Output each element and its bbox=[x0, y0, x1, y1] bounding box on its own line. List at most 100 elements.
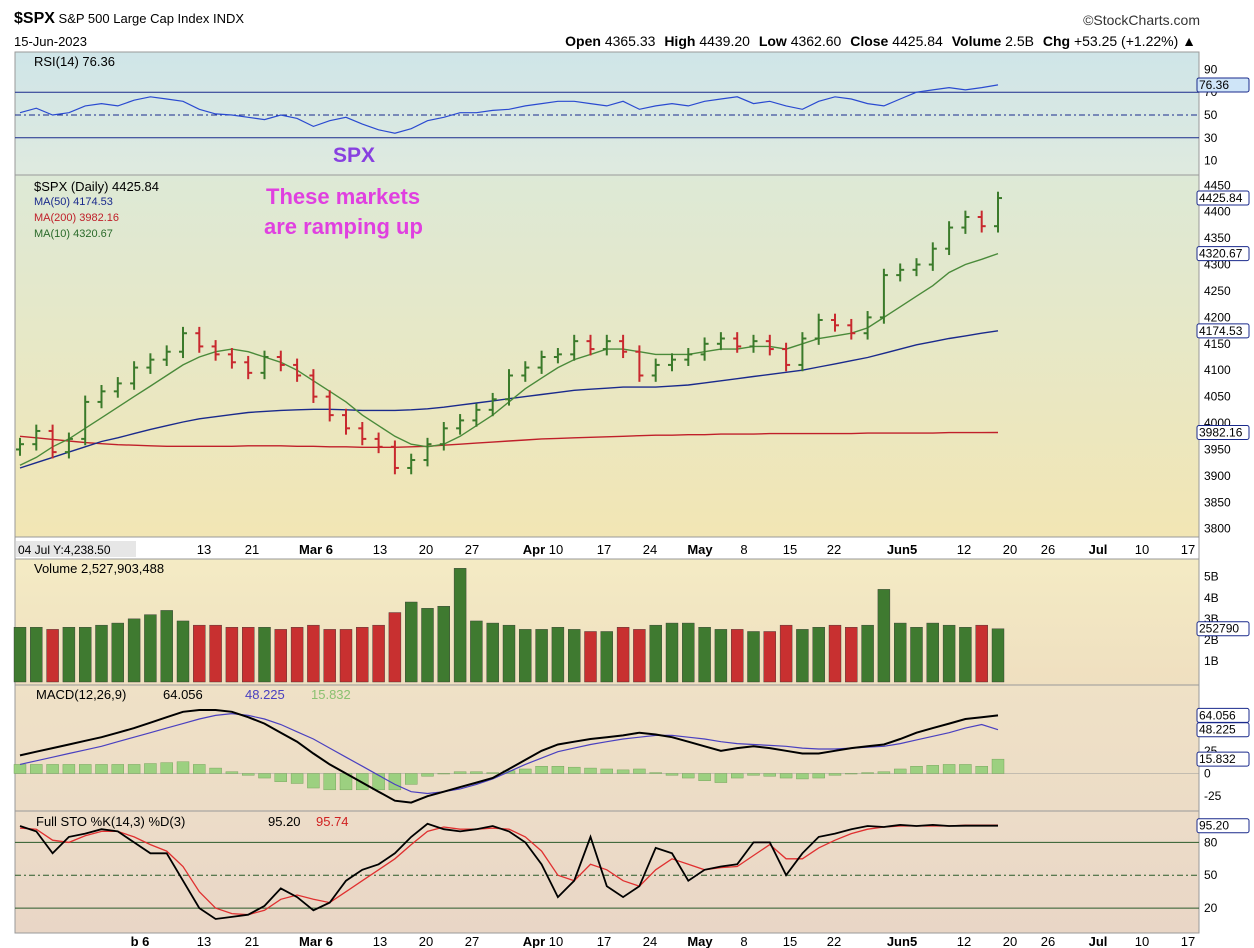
macd-hist-bar bbox=[633, 768, 646, 774]
xtick-label: 20 bbox=[1003, 542, 1017, 557]
xtick-label: 17 bbox=[1181, 934, 1195, 948]
macd-hist-bar bbox=[665, 773, 679, 776]
volume-value: 2.5B bbox=[1005, 33, 1034, 49]
macd-signal-line bbox=[19, 712, 999, 795]
macd-hist-bar bbox=[682, 773, 695, 779]
ytick-label: 4450 bbox=[1204, 178, 1231, 192]
macd-hist-bar bbox=[437, 773, 450, 775]
macd-tag: 64.056 bbox=[1199, 708, 1236, 722]
chart-header: $SPX S&P 500 Large Cap Index INDX 15-Jun… bbox=[0, 0, 1254, 52]
volume-bar bbox=[421, 608, 434, 683]
xtick-label: 17 bbox=[1181, 542, 1195, 557]
macd-hist-bar bbox=[486, 772, 499, 774]
macd-hist-bar bbox=[584, 767, 597, 774]
macd-hist-bar bbox=[779, 773, 793, 779]
volume-bar bbox=[698, 627, 711, 683]
macd-hist-bar bbox=[649, 772, 662, 774]
ytick-label: 0 bbox=[1204, 767, 1211, 781]
macd-value-3: 15.832 bbox=[311, 687, 351, 702]
volume-bar bbox=[453, 568, 467, 683]
ytick-label: 4150 bbox=[1204, 337, 1231, 351]
volume-bar bbox=[502, 624, 516, 683]
macd-title: MACD(12,26,9) bbox=[36, 687, 126, 702]
volume-bar bbox=[845, 627, 858, 683]
macd-hist-bar bbox=[470, 771, 483, 774]
volume-bar bbox=[290, 627, 304, 683]
xtick-label: 21 bbox=[245, 542, 259, 557]
sto-d-value: 95.74 bbox=[316, 814, 349, 829]
xtick-label: 24 bbox=[643, 934, 657, 948]
xtick-label: 24 bbox=[643, 542, 657, 557]
xtick-label: 20 bbox=[1003, 934, 1017, 948]
annotation-line-1: These markets bbox=[266, 184, 420, 209]
macd-hist-bar bbox=[926, 765, 939, 774]
volume-bar bbox=[796, 629, 809, 683]
macd-hist-bar bbox=[160, 762, 173, 774]
volume-bar bbox=[46, 629, 59, 683]
ohlc-summary: Open 4365.33 High 4439.20 Low 4362.60 Cl… bbox=[560, 33, 1196, 49]
xtick-label: Mar 6 bbox=[299, 542, 333, 557]
macd-value-1: 64.056 bbox=[163, 687, 203, 702]
macd-hist-bar bbox=[747, 773, 760, 776]
rsi-panel bbox=[14, 51, 1200, 176]
xtick-label: 13 bbox=[373, 934, 387, 948]
symbol: $SPX bbox=[14, 10, 55, 27]
volume-bar bbox=[584, 631, 597, 683]
ma200-tag-box bbox=[1196, 424, 1250, 440]
volume-bar bbox=[95, 624, 108, 683]
ma50-tag: 4174.53 bbox=[1199, 324, 1243, 338]
xtick-label: 10 bbox=[1135, 542, 1149, 557]
volume-bar bbox=[241, 627, 255, 683]
volume-bar bbox=[405, 601, 418, 683]
open-value: 4365.33 bbox=[604, 33, 656, 49]
brand-logo[interactable]: ©StockCharts.com bbox=[1083, 12, 1200, 28]
macd-hist-bar bbox=[535, 766, 548, 774]
volume-bar bbox=[62, 627, 76, 683]
ytick-label: 10 bbox=[1204, 154, 1218, 168]
ma50-tag-box bbox=[1196, 323, 1250, 339]
ytick-label: 90 bbox=[1204, 62, 1218, 76]
exchange: INDX bbox=[213, 11, 245, 26]
volume-bar bbox=[209, 624, 222, 683]
volume-bar bbox=[339, 629, 353, 683]
ma200-line bbox=[19, 431, 999, 448]
macd-hist-bar bbox=[30, 764, 43, 774]
symbol-line: $SPX S&P 500 Large Cap Index INDX bbox=[14, 10, 244, 28]
chart-date: 15-Jun-2023 bbox=[14, 34, 87, 49]
macd-hist-bar bbox=[845, 773, 858, 775]
xtick-label: 8 bbox=[740, 542, 747, 557]
xtick-label: b 6 bbox=[131, 934, 150, 948]
close-value: 4425.84 bbox=[892, 33, 943, 49]
xtick-label: Jul bbox=[1089, 542, 1108, 557]
high-value: 4439.20 bbox=[699, 33, 750, 49]
xtick-label: 17 bbox=[597, 934, 611, 948]
macd-hist-bar bbox=[176, 761, 190, 774]
sto-title: Full STO %K(14,3) %D(3) bbox=[36, 814, 185, 829]
ma10-tag-box bbox=[1196, 246, 1250, 262]
volume-bar bbox=[616, 627, 630, 683]
volume-bar bbox=[30, 627, 43, 683]
sto-k-value: 95.20 bbox=[268, 814, 301, 829]
low-value: 4362.60 bbox=[790, 33, 842, 49]
volume-bar bbox=[959, 627, 972, 683]
macd-hist-bar bbox=[95, 764, 108, 774]
volume-bar bbox=[388, 612, 402, 683]
xtick-label: 22 bbox=[827, 542, 841, 557]
xtick-label: May bbox=[687, 934, 713, 948]
ytick-label: -25 bbox=[1204, 789, 1222, 803]
volume-bar bbox=[812, 627, 825, 683]
xtick-label: 10 bbox=[1135, 934, 1149, 948]
macd-hist-bar bbox=[111, 764, 125, 774]
volume-bar bbox=[144, 614, 157, 683]
xtick-label: Apr bbox=[523, 934, 545, 948]
volume-bar bbox=[519, 629, 532, 683]
xtick-label: 13 bbox=[197, 934, 211, 948]
ytick-label: 4B bbox=[1204, 591, 1219, 605]
volume-bar bbox=[258, 627, 271, 683]
macd-line bbox=[19, 709, 999, 804]
legend-ma50: MA(50) 4174.53 bbox=[34, 196, 113, 208]
ytick-label: 3900 bbox=[1204, 469, 1231, 483]
volume-bar bbox=[176, 620, 190, 683]
macd-hist-bar bbox=[225, 771, 239, 774]
